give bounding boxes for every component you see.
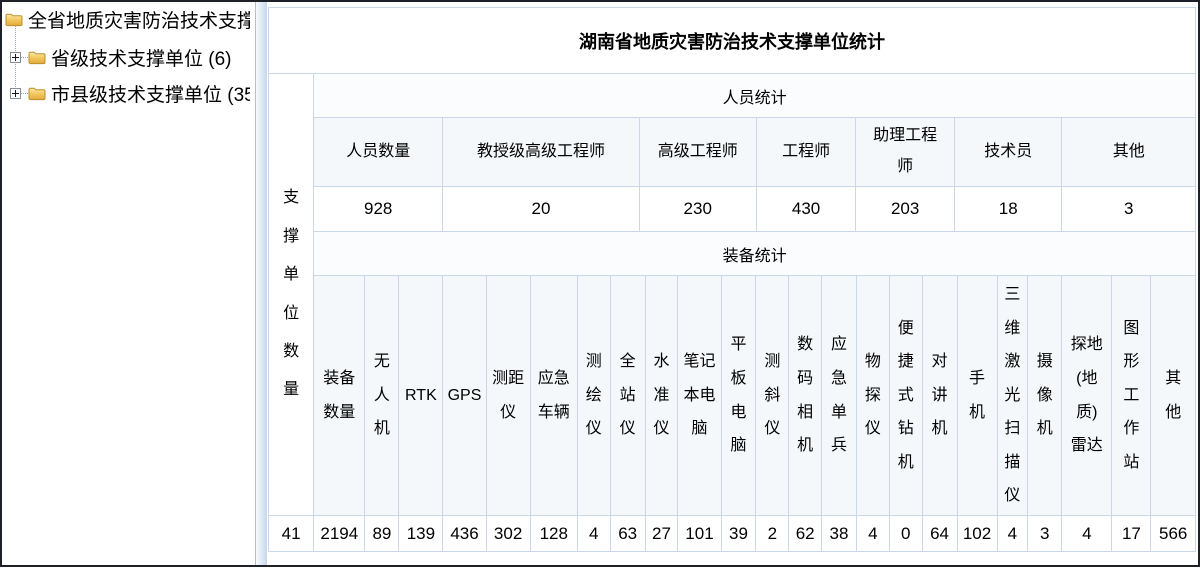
equipment-value-cell: 4 [1061,515,1113,552]
equipment-col-header: 便捷式钻机 [888,275,923,516]
equipment-value-cell: 128 [529,515,578,552]
equipment-col-header: 图形工作站 [1111,275,1152,516]
folder-icon [28,86,46,101]
personnel-value-cell: 430 [755,186,856,231]
equipment-col-header: 对讲机 [921,275,958,516]
equipment-value-cell: 101 [677,515,722,552]
tree-item-root[interactable]: 全省地质灾害防治技术支撑单位 [5,8,250,32]
equipment-value-cell: 4 [576,515,611,552]
personnel-value-cell: 3 [1061,186,1195,231]
equipment-value-cell: 566 [1150,515,1196,552]
equipment-value-cell: 3 [1027,515,1063,552]
tree-item-county[interactable]: 市县级技术支撑单位 (35) [10,82,250,106]
equipment-value-cell: 4 [996,515,1029,552]
equipment-value-cell: 89 [364,515,400,552]
equipment-value-cell: 38 [821,515,857,552]
equipment-col-header: 摄像机 [1027,275,1063,516]
support-unit-count-value: 41 [267,515,315,552]
equipment-value-cell: 2194 [313,515,366,552]
personnel-col-header: 高级工程师 [638,118,757,187]
tree-item-provincial[interactable]: 省级技术支撑单位 (6) [10,46,232,70]
equipment-value-cell: 2 [755,515,790,552]
equipment-col-header: 物探仪 [855,275,890,516]
equipment-col-header: 测斜仪 [755,275,790,516]
personnel-col-header: 人员数量 [314,118,443,187]
equipment-col-header: RTK [398,275,444,516]
personnel-value-cell: 203 [855,186,955,231]
personnel-value-cell: 928 [314,186,443,231]
equipment-value-cell: 62 [788,515,823,552]
tree-panel-viewport: 全省地质灾害防治技术支撑单位 省级技术支撑单位 (6) [2,2,250,565]
tree-connector-stub [21,56,28,58]
stats-table: 湖南省地质灾害防治技术支撑单位统计支撑单位数量人员统计 人员数量 教授级高级工程师高… [267,7,1196,552]
equipment-col-header: 三维激光扫描仪 [996,275,1029,516]
tree-item-label: 市县级技术支撑单位 (35) [51,84,250,106]
content-panel: 湖南省地质灾害防治技术支撑单位统计支撑单位数量人员统计 人员数量 教授级高级工程师高… [267,2,1198,565]
equipment-value-cell: 302 [485,515,531,552]
equipment-col-header: 笔记 本电脑 [677,275,722,516]
equipment-value-cell: 39 [720,515,757,552]
equipment-col-header: 无人机 [364,275,400,516]
equipment-value-cell: 4 [855,515,890,552]
equipment-value-cell: 102 [956,515,998,552]
equipment-col-header: 其他 [1150,275,1196,516]
personnel-col-header: 技术员 [953,118,1062,187]
personnel-col-header: 教授级高级工程师 [442,118,640,187]
personnel-col-header: 其他 [1061,118,1195,187]
equipment-col-header: 测距仪 [485,275,531,516]
tree-item-label: 省级技术支撑单位 (6) [51,48,232,70]
tree-panel: 全省地质灾害防治技术支撑单位 省级技术支撑单位 (6) [2,2,256,565]
equipment-col-header: 全站仪 [609,275,646,516]
equipment-col-header: GPS [442,275,487,516]
personnel-subtable: 人员数量 教授级高级工程师 高级工程师 工程师 助理工程师技术员 其他 928 20 230 43… [313,117,1196,232]
equipment-col-header: 探地 (地 质) 雷达 [1061,275,1113,516]
tree-item-label: 全省地质灾害防治技术支撑单位 [28,10,250,32]
equipment-value-cell: 17 [1111,515,1152,552]
personnel-value-cell: 18 [953,186,1062,231]
equipment-col-header: 应急 车辆 [529,275,578,516]
folder-icon [5,12,23,27]
tree-connector-stub [21,92,28,94]
equipment-value-cell: 63 [609,515,646,552]
support-unit-count-header: 支撑单位数量 [267,73,315,516]
equipment-col-header: 测绘仪 [576,275,611,516]
equipment-value-cell: 64 [921,515,958,552]
equipment-value-cell: 0 [888,515,923,552]
expand-plus-icon[interactable] [10,51,21,63]
equipment-value-cell: 436 [442,515,487,552]
equipment-col-header: 装备 数量 [313,275,366,516]
personnel-col-header: 助理工程师 [855,118,955,187]
expand-plus-icon[interactable] [10,87,21,99]
equipment-col-header: 手机 [956,275,998,516]
table-title: 湖南省地质灾害防治技术支撑单位统计 [268,7,1196,74]
equipment-section-header: 装备统计 [313,231,1196,276]
equipment-value-cell: 139 [398,515,444,552]
personnel-section-header: 人员统计 [313,73,1196,118]
personnel-value-cell: 20 [442,186,640,231]
equipment-col-header: 平板电脑 [720,275,757,516]
panel-splitter[interactable] [256,2,267,565]
equipment-col-header: 水准仪 [644,275,679,516]
equipment-col-header: 数码相机 [788,275,823,516]
personnel-value-cell: 230 [638,186,757,231]
folder-icon [28,50,46,65]
equipment-value-cell: 27 [644,515,679,552]
equipment-col-header: 应急单兵 [821,275,857,516]
personnel-col-header: 工程师 [755,118,856,187]
